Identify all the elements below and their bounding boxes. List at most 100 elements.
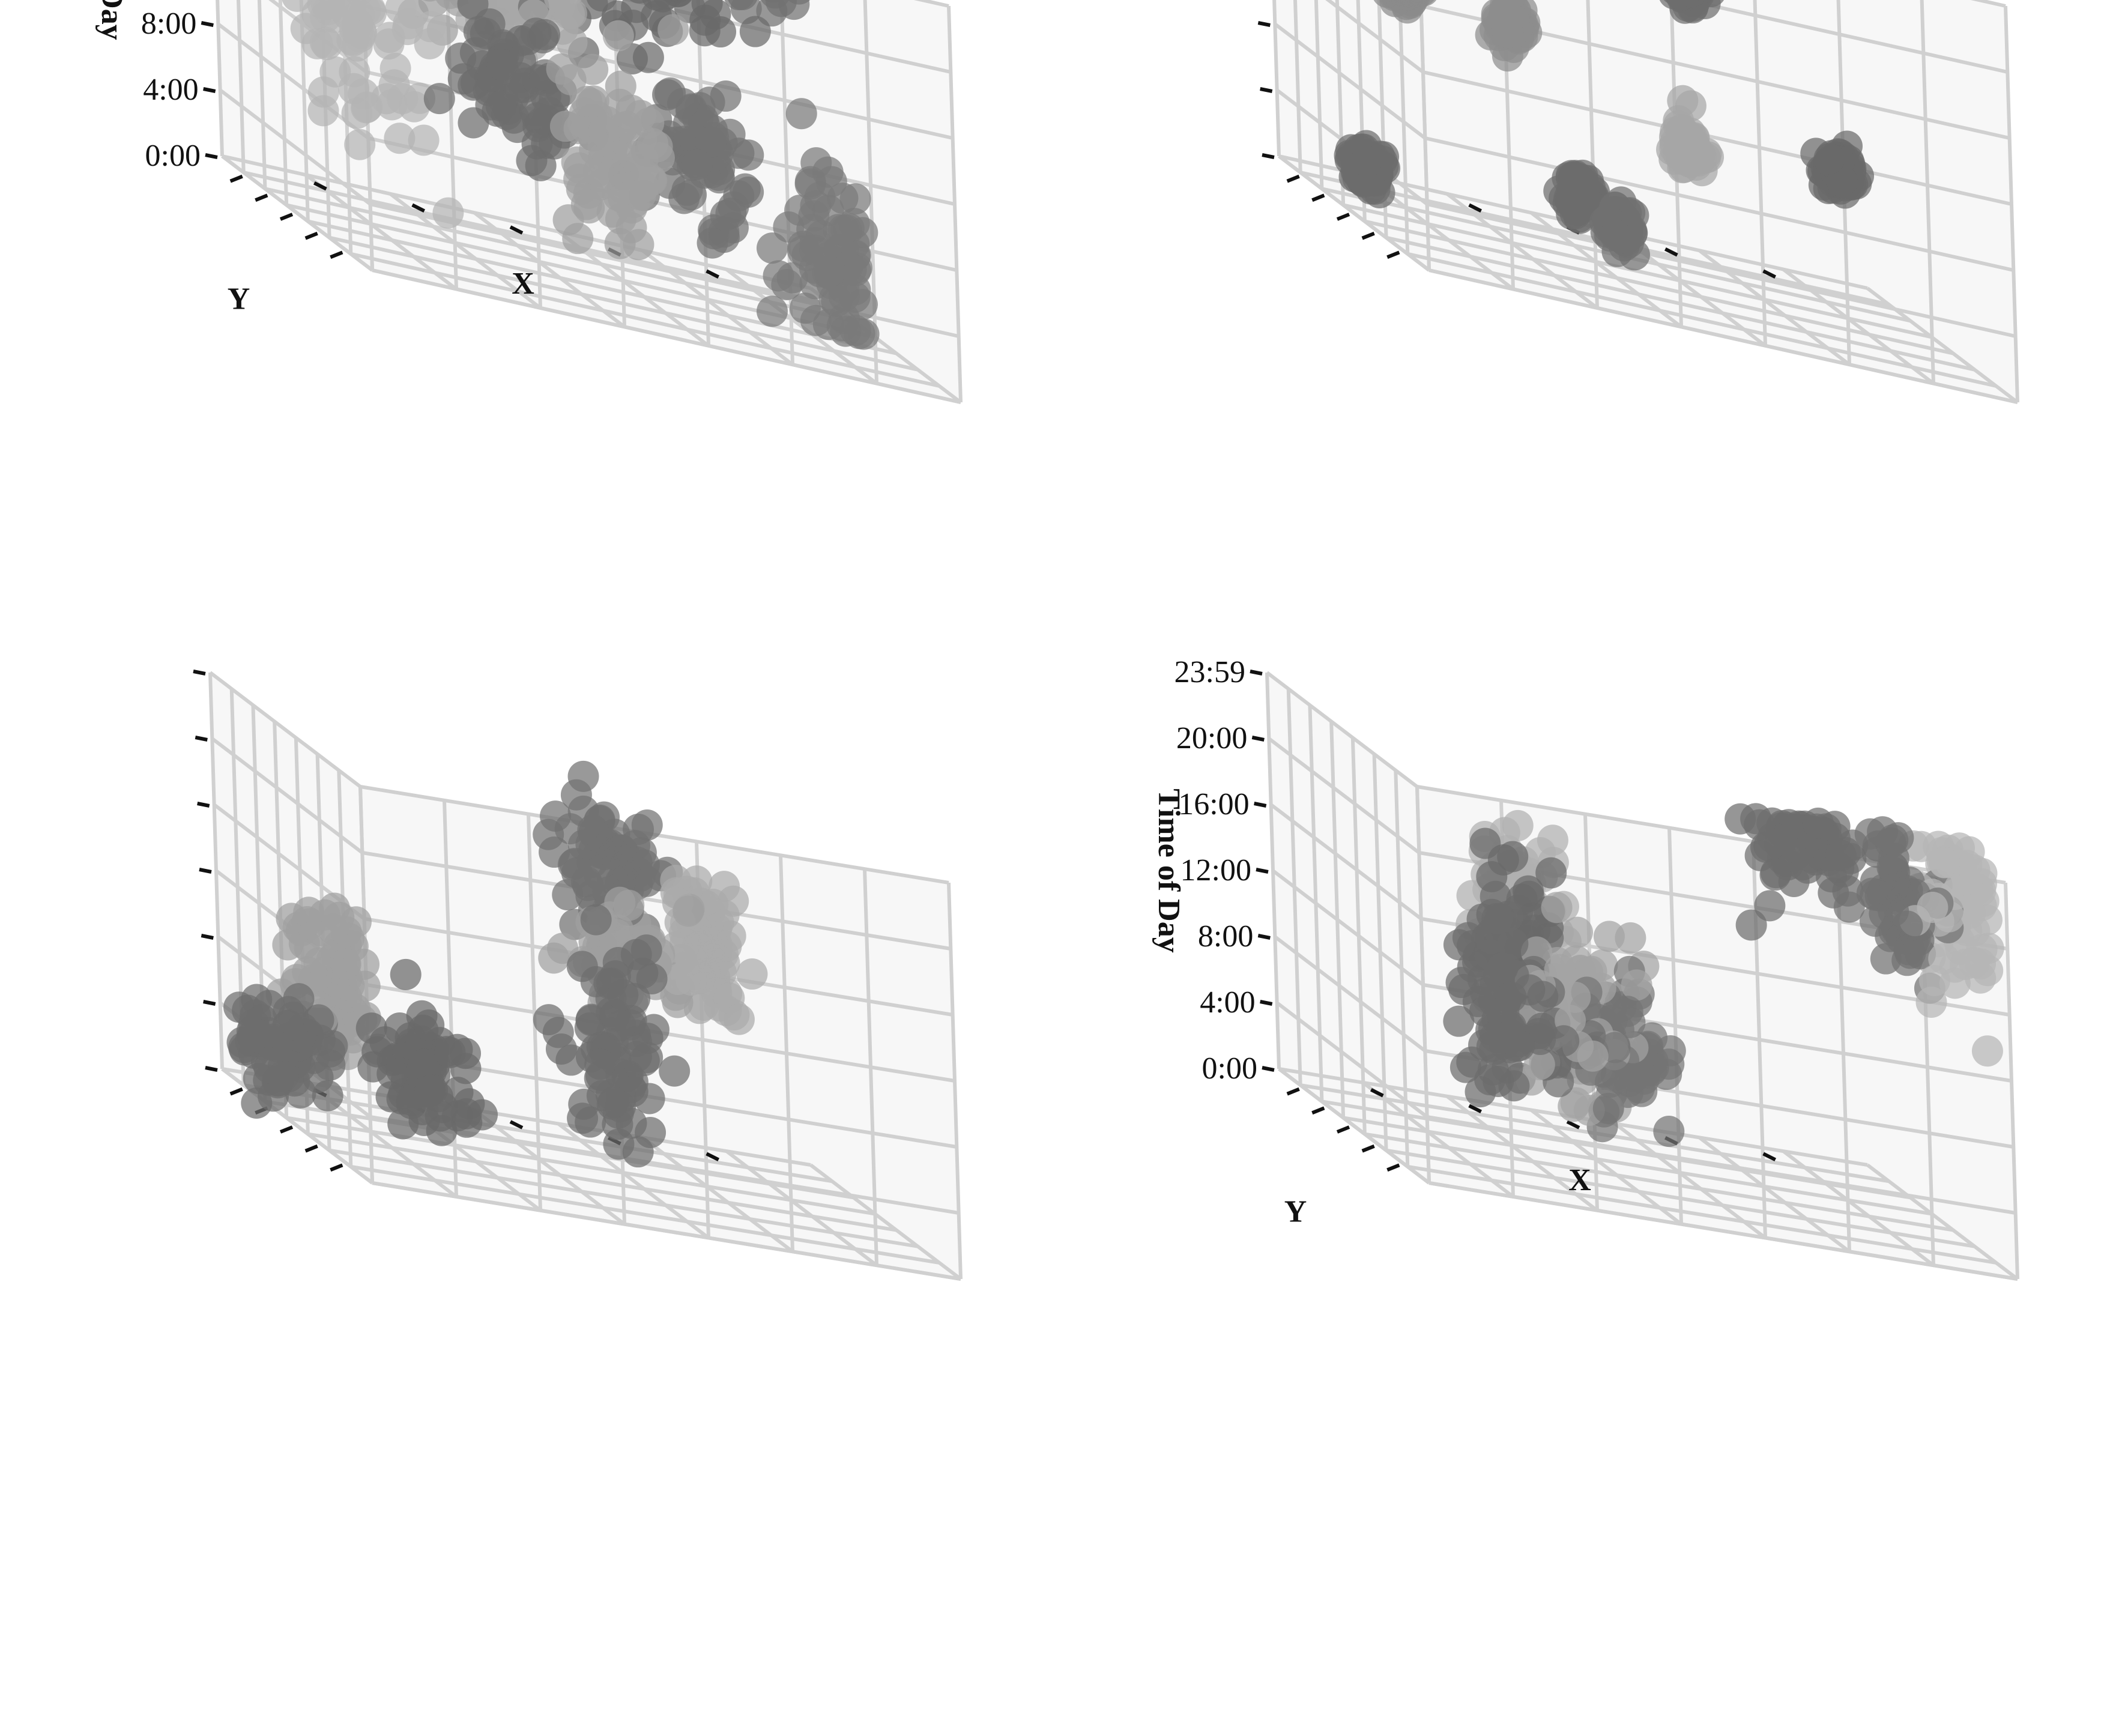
y-tick [1361,1144,1375,1153]
scatter-point [1744,809,1776,841]
scatter-point [485,90,517,122]
x-tick [1762,1152,1777,1162]
scatter-point [318,892,350,924]
x-tick [1468,1104,1483,1114]
scatter-point [1443,1005,1475,1037]
scatter-point [620,1041,652,1072]
scatter-point [282,0,313,12]
x-tick [313,181,327,191]
scatter-point [785,98,817,130]
y-axis-label: Y [228,282,250,316]
scatter-point [1928,847,1960,879]
z-tick [199,868,212,874]
scatter-point [577,814,609,846]
z-axis-label: Time of Day [1152,788,1186,952]
scatter-point [1443,929,1475,961]
scatter-point [355,1012,387,1044]
scatter-point [580,904,612,936]
scatter-point [379,52,411,84]
scatter-point [1917,892,1948,924]
scatter-point [1759,859,1791,891]
scatter-point [1870,943,1902,975]
scatter-point [616,43,648,74]
scatter-point [341,30,373,62]
scatter-point [1355,173,1387,205]
z-tick-label: 12:00 [1180,853,1251,888]
scatter-point [635,1116,667,1148]
scatter-point [637,128,669,160]
z-tick [201,21,214,27]
scatter-point [453,1088,485,1120]
z-tick-label: 0:00 [145,139,201,173]
scatter-point [1667,139,1699,171]
scatter-point [301,28,333,59]
scatter-point [253,990,285,1021]
scatter-point [1577,1040,1609,1072]
scatter-point [1958,947,1990,979]
scatter-point [654,77,686,109]
z-tick-label: 4:00 [143,73,198,107]
scatter-point [432,197,464,229]
scatter-point [561,857,593,889]
scatter-point [252,1017,284,1048]
z-tick [201,934,214,940]
x-tick [509,225,524,235]
y-tick [1336,213,1350,221]
scatter-point [501,112,533,144]
scatter-point [764,0,782,3]
scatter-point [1600,1059,1632,1091]
scatter-point [445,42,477,74]
scatter-point [689,4,721,36]
scatter-point [597,1086,629,1118]
scatter-point [1456,1046,1488,1078]
scatter-point [799,226,831,258]
y-tick [279,213,294,221]
scatter-point [1693,0,1702,1]
scatter-point [1894,937,1926,969]
scatter-point [1480,1021,1511,1053]
scatter-point [710,199,742,231]
z-tick [193,670,206,676]
scatter-point [528,19,560,50]
scatter-point [544,0,575,13]
scatter-point [344,129,376,160]
y-tick [1286,1087,1300,1096]
x-tick [1370,1087,1384,1098]
scatter-point [276,903,307,934]
z-tick [1257,21,1271,27]
scatter-point [814,256,846,288]
y-tick [279,1125,294,1134]
scatter-point [1492,901,1523,933]
scatter-point [607,979,639,1011]
scatter-point [575,1003,607,1035]
scatter-point [630,934,662,966]
y-tick [1286,174,1300,183]
scatter-point [457,0,489,20]
scatter-point [685,962,716,994]
y-tick [229,174,243,183]
scatter-point [423,83,455,115]
z-tick [197,802,210,808]
scatter-point [539,836,570,868]
z-tick [1254,802,1267,808]
z-tick [205,1066,218,1072]
scatter-point [561,146,593,178]
chart-panel-11-clusters: Simulated Dataset with 11 Clusters 0:004… [1081,655,2102,1729]
scatter-point [1678,0,1705,8]
y-tick [1311,193,1325,202]
scatter-point [1523,1048,1555,1080]
chart-panel-10-clusters-b: Simulated Dataset with 10 Clusters [24,670,1045,1729]
cluster-points [223,760,768,1168]
scatter-point [545,1033,577,1065]
scatter-point [624,179,656,211]
scatter-point [724,0,754,11]
z-tick [195,736,208,742]
z-tick-label: 16:00 [1178,787,1249,821]
scatter-point [606,112,638,144]
y-tick [1386,1163,1400,1172]
chart-plot-3d [1257,0,2019,404]
scatter-point [1593,921,1625,952]
scatter-point [771,269,803,301]
scatter-point [627,957,659,989]
